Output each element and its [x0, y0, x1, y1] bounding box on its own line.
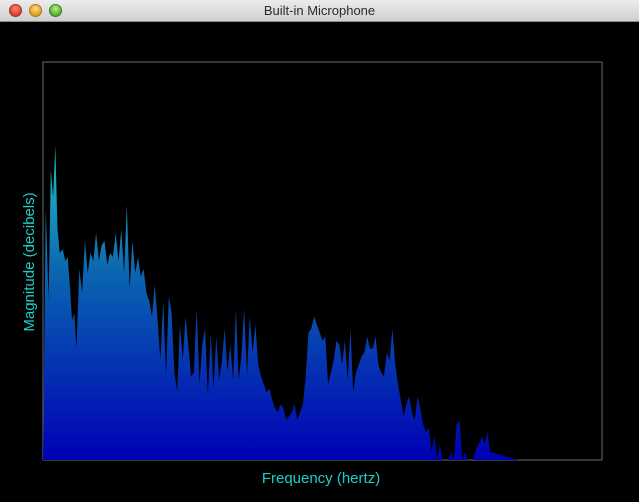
title-bar[interactable]: Built-in Microphone	[0, 0, 639, 22]
spectrum-chart: Frequency (hertz) Magnitude (decibels)	[0, 22, 639, 502]
y-axis-label: Magnitude (decibels)	[21, 192, 38, 331]
x-axis-label: Frequency (hertz)	[262, 470, 380, 487]
window-title: Built-in Microphone	[0, 3, 639, 18]
